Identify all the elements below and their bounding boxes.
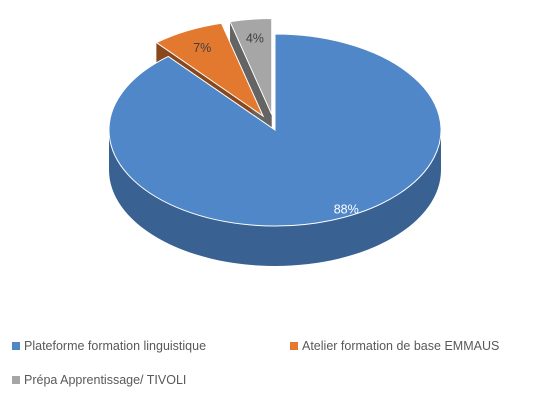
pie-chart-plot: 88% 7% 4%: [108, 18, 442, 266]
pie-slice-plateforme: [108, 33, 442, 227]
legend-label-prepa: Prépa Apprentissage/ TIVOLI: [24, 373, 187, 387]
legend-swatch-prepa: [12, 375, 20, 384]
legend-item-atelier: Atelier formation de base EMMAUS: [290, 340, 499, 353]
pie-slice-prépa: [229, 18, 273, 115]
legend-swatch-plateforme: [12, 341, 20, 350]
legend-item-prepa: Prépa Apprentissage/ TIVOLI: [12, 374, 186, 387]
legend-label-atelier: Atelier formation de base EMMAUS: [302, 339, 500, 353]
pie-slice-atelier: [155, 22, 265, 118]
legend-label-plateforme: Plateforme formation linguistique: [24, 339, 207, 353]
pie-side-plateforme: [109, 130, 441, 266]
data-label-plateforme: 88%: [334, 203, 359, 217]
legend-item-plateforme: Plateforme formation linguistique: [12, 340, 206, 353]
data-label-atelier: 7%: [193, 41, 211, 55]
pie-tops: 88% 7% 4%: [108, 18, 442, 227]
data-label-prépa: 4%: [246, 31, 264, 45]
legend-swatch-atelier: [290, 341, 298, 350]
